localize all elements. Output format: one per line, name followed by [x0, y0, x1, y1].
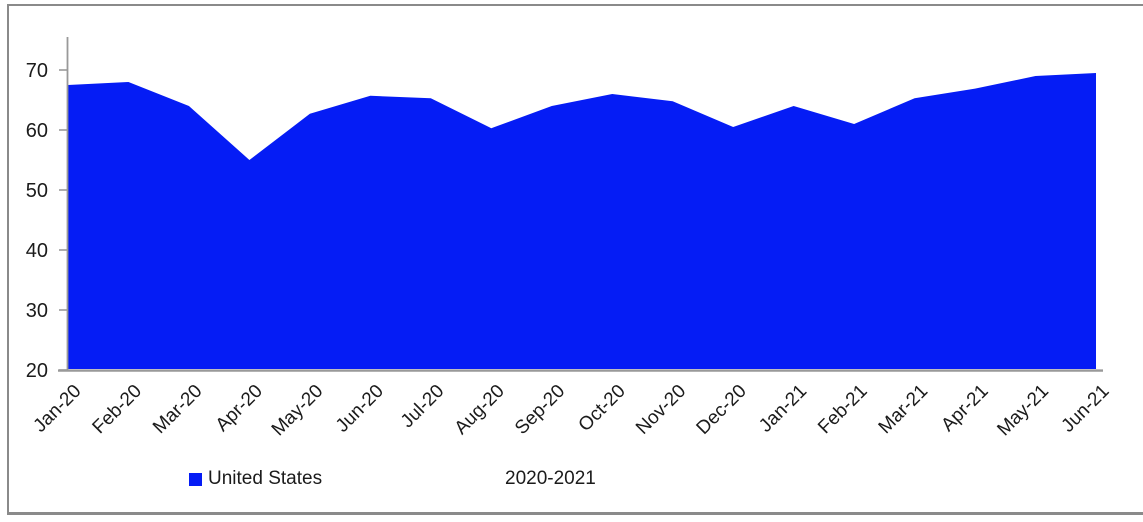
y-tick-label: 40	[26, 240, 48, 262]
x-category-label: Jan-21	[755, 381, 811, 437]
x-category-label: Jun-21	[1058, 381, 1114, 437]
x-category-label: Feb-21	[814, 381, 871, 438]
y-tick-label: 70	[26, 60, 48, 82]
y-tick-label: 60	[26, 120, 48, 142]
period-label: 2020-2021	[505, 468, 596, 489]
legend-entry-united-states: United States	[189, 468, 322, 490]
x-category-label: Jul-20	[397, 381, 448, 432]
legend-series-label: United States	[208, 468, 323, 489]
x-category-label: Dec-20	[693, 381, 751, 439]
y-tick-label: 50	[26, 180, 48, 202]
x-category-label: Sep-20	[511, 381, 569, 439]
legend-swatch-icon	[189, 472, 202, 486]
x-category-label: Nov-20	[632, 381, 690, 439]
x-category-label: Apr-20	[212, 381, 267, 436]
area-series-united-states	[68, 73, 1096, 369]
x-category-label: Mar-20	[149, 381, 206, 438]
x-category-label: Feb-20	[89, 381, 146, 438]
y-tick-label: 20	[26, 360, 48, 382]
x-category-label: Apr-21	[937, 381, 992, 436]
x-category-label: Jan-20	[30, 381, 86, 437]
x-category-label: Jun-20	[332, 381, 388, 437]
y-tick-label: 30	[26, 300, 48, 322]
legend-row: United States 2020-2021	[0, 468, 1143, 494]
x-category-label: Aug-20	[451, 381, 509, 439]
x-category-label: Oct-20	[575, 381, 630, 436]
x-category-label: Mar-21	[875, 381, 932, 438]
x-category-label: May-21	[993, 381, 1053, 441]
x-category-label: May-20	[268, 381, 328, 441]
